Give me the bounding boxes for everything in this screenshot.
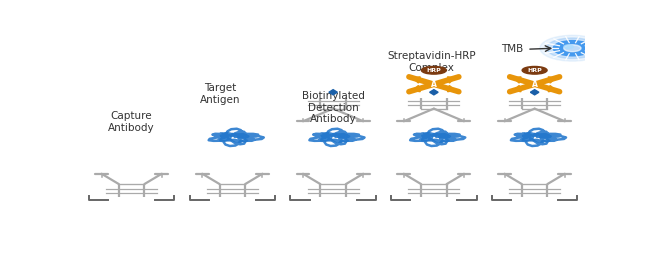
Ellipse shape	[522, 67, 547, 74]
Text: Streptavidin-HRP
Complex: Streptavidin-HRP Complex	[387, 51, 476, 73]
Polygon shape	[530, 90, 539, 95]
Circle shape	[547, 38, 598, 58]
Circle shape	[553, 41, 592, 56]
Text: Capture
Antibody: Capture Antibody	[109, 111, 155, 133]
Circle shape	[564, 45, 581, 52]
Text: A: A	[532, 80, 538, 89]
Text: Biotinylated
Detection
Antibody: Biotinylated Detection Antibody	[302, 91, 365, 125]
Ellipse shape	[421, 67, 447, 74]
Polygon shape	[329, 90, 337, 95]
Polygon shape	[430, 90, 438, 95]
Text: A: A	[431, 80, 437, 89]
Text: TMB: TMB	[501, 44, 523, 54]
Text: Target
Antigen: Target Antigen	[200, 83, 240, 105]
Circle shape	[564, 45, 573, 49]
Text: HRP: HRP	[426, 68, 441, 73]
Text: HRP: HRP	[527, 68, 542, 73]
Circle shape	[540, 35, 605, 61]
